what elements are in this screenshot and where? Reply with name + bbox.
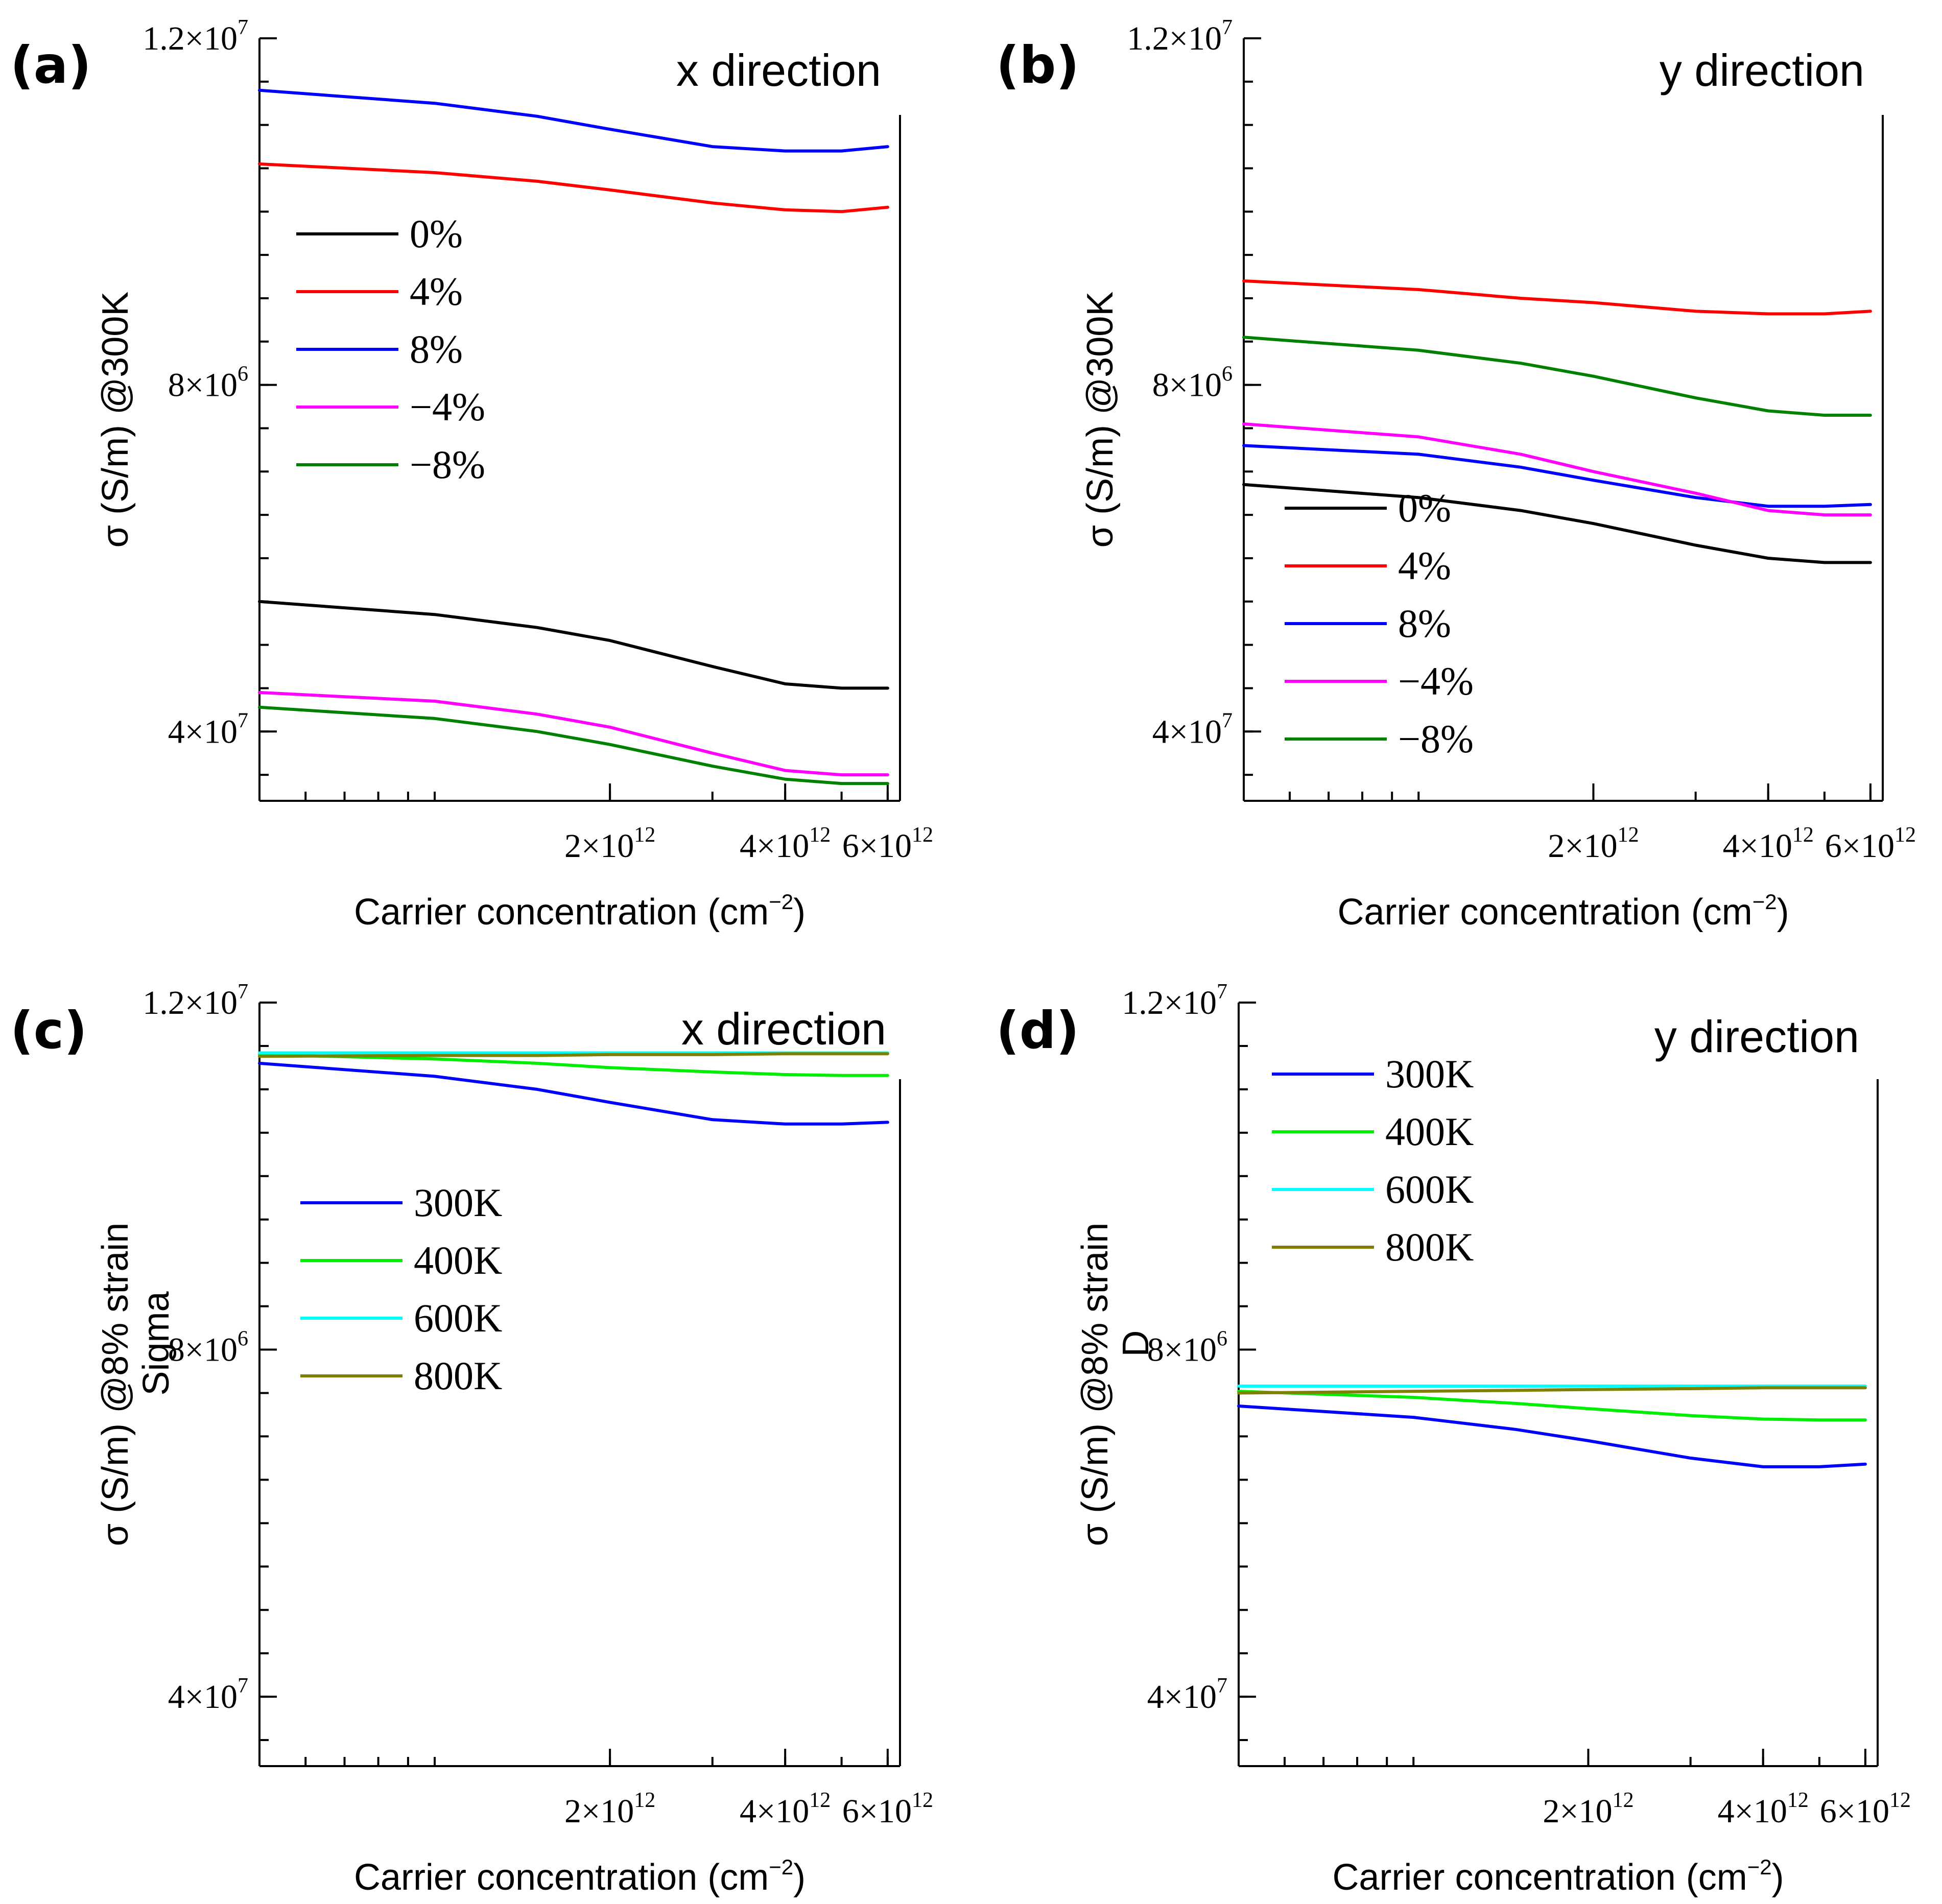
x-tick-label: 6×1012 <box>842 823 933 865</box>
series-line <box>1242 336 1872 417</box>
legend-label: 800K <box>1385 1225 1474 1269</box>
panel-b: 1.2×107 8×106 4×107 2×1012 4×1012 6×1012 Carri… <box>996 16 1916 933</box>
x-tick-label: 6×1012 <box>1820 1789 1911 1830</box>
y-axis-subtitle: D <box>1116 1330 1156 1357</box>
series-line <box>258 162 889 213</box>
y-tick-label: 1.2×107 <box>1122 980 1227 1021</box>
legend-label: 800K <box>414 1353 502 1398</box>
x-tick-label: 4×1012 <box>1723 823 1814 865</box>
series-line <box>258 88 889 153</box>
legend-label: 400K <box>414 1238 502 1282</box>
series-line <box>258 691 889 777</box>
series-line <box>1242 279 1872 316</box>
legend-label: 4% <box>1398 543 1451 588</box>
panel-label: (d) <box>996 1001 1079 1060</box>
legend-label: 0% <box>1398 486 1451 530</box>
x-tick-label: 6×1012 <box>842 1789 933 1830</box>
panel-label: (a) <box>10 35 91 95</box>
panel-label: (b) <box>996 35 1079 95</box>
y-axis-title: σ (S/m) @8% strain <box>95 1223 136 1546</box>
y-tick-label: 4×107 <box>1147 1674 1227 1716</box>
x-tick-label: 4×1012 <box>740 1789 831 1830</box>
y-tick-label: 4×107 <box>1152 709 1233 750</box>
legend-label: 600K <box>414 1296 502 1340</box>
x-tick-label: 2×1012 <box>564 823 655 865</box>
y-tick-label: 4×107 <box>168 709 248 750</box>
x-tick-label: 2×1012 <box>1548 823 1639 865</box>
legend-label: −4% <box>1398 659 1474 703</box>
x-tick-label: 2×1012 <box>1543 1789 1633 1830</box>
x-axis-title: Carrier concentration (cm−2) <box>354 1855 806 1898</box>
legend-label: 300K <box>414 1180 502 1225</box>
series-line <box>1237 1405 1867 1468</box>
legend-label: 300K <box>1385 1052 1474 1096</box>
series-line <box>1242 422 1872 517</box>
x-tick-label: 2×1012 <box>564 1789 655 1830</box>
legend-label: 8% <box>1398 601 1451 646</box>
series-line <box>1237 1386 1867 1395</box>
y-tick-label: 1.2×107 <box>143 16 248 57</box>
legend-label: 4% <box>410 269 463 314</box>
x-axis-title: Carrier concentration (cm−2) <box>354 890 806 933</box>
series-line <box>258 1053 889 1077</box>
y-axis-title: σ (S/m) @8% strain <box>1075 1223 1116 1546</box>
series-line <box>258 1061 889 1126</box>
legend-label: −8% <box>410 442 485 487</box>
legend-label: 8% <box>410 327 463 371</box>
legend-label: −8% <box>1398 717 1474 761</box>
series-line <box>1242 483 1872 564</box>
series-line <box>258 705 889 786</box>
x-axis-title: Carrier concentration (cm−2) <box>1332 1855 1784 1898</box>
series-line <box>258 1052 889 1058</box>
y-tick-label: 1.2×107 <box>1127 16 1233 57</box>
legend-label: 600K <box>1385 1167 1474 1211</box>
direction-label: y direction <box>1654 1011 1859 1062</box>
series-line <box>258 600 889 690</box>
y-tick-label: 8×106 <box>168 363 248 404</box>
panel-label: (c) <box>10 1001 87 1060</box>
panel-a: 1.2×107 8×106 4×107 2×1012 4×1012 6×1012 Carri… <box>10 16 933 933</box>
y-tick-label: 1.2×107 <box>143 980 248 1021</box>
panel-d: 1.2×107 8×106 4×107 2×1012 4×1012 6×1012 Carri… <box>996 980 1911 1898</box>
legend-label: 400K <box>1385 1109 1474 1154</box>
x-tick-label: 4×1012 <box>1718 1789 1809 1830</box>
y-tick-label: 8×106 <box>1152 363 1233 404</box>
x-tick-label: 4×1012 <box>740 823 831 865</box>
y-tick-label: 8×106 <box>168 1327 248 1369</box>
direction-label: x direction <box>676 45 881 96</box>
y-axis-subtitle: Sigma <box>136 1291 177 1396</box>
x-tick-label: 6×1012 <box>1825 823 1916 865</box>
legend-label: 0% <box>410 211 463 256</box>
direction-label: y direction <box>1660 45 1864 96</box>
y-tick-label: 8×106 <box>1147 1327 1227 1369</box>
y-axis-title: σ (S/m) @300K <box>95 292 136 548</box>
series-line <box>1237 1390 1867 1422</box>
x-axis-title: Carrier concentration (cm−2) <box>1337 890 1789 933</box>
legend-label: −4% <box>410 385 485 429</box>
panel-c: 1.2×107 8×106 4×107 2×1012 4×1012 6×1012 Carri… <box>10 980 933 1898</box>
y-axis-title: σ (S/m) @300K <box>1080 292 1121 548</box>
series-line <box>1242 444 1872 508</box>
direction-label: x direction <box>681 1004 886 1054</box>
y-tick-label: 4×107 <box>168 1674 248 1716</box>
